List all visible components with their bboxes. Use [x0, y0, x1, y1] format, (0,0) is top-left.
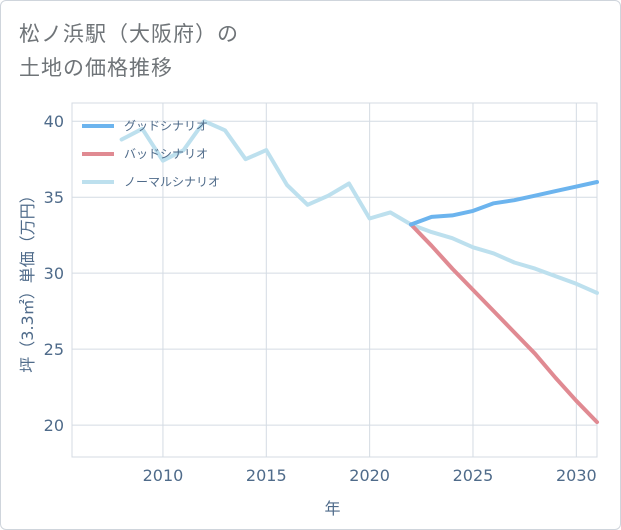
y-tick-label: 20 [44, 416, 64, 435]
x-tick-label: 2025 [453, 466, 494, 485]
y-tick-label: 30 [44, 264, 64, 283]
y-tick-label: 35 [44, 188, 64, 207]
legend-label: ノーマルシナリオ [124, 175, 220, 189]
chart-title: 松ノ浜駅（大阪府）の 土地の価格推移 [19, 17, 239, 85]
x-tick-label: 2015 [246, 466, 287, 485]
chart-title-line1: 松ノ浜駅（大阪府）の [19, 22, 239, 46]
series-line-3 [119, 119, 599, 295]
y-tick-label: 40 [44, 112, 64, 131]
plot-frame [71, 102, 598, 458]
x-axis-title: 年 [324, 499, 340, 518]
series-line-2 [409, 222, 599, 425]
y-tick-label: 25 [44, 340, 64, 359]
x-tick-label: 2030 [556, 466, 597, 485]
legend-label: バッドシナリオ [124, 147, 208, 161]
x-tick-label: 2010 [143, 466, 184, 485]
series-line-1 [409, 180, 599, 227]
x-tick-label: 2020 [349, 466, 390, 485]
chart-title-line2: 土地の価格推移 [19, 56, 173, 80]
legend-label: グッドシナリオ [124, 119, 208, 133]
y-axis-title: 坪（3.3㎡）単価（万円） [18, 187, 37, 372]
